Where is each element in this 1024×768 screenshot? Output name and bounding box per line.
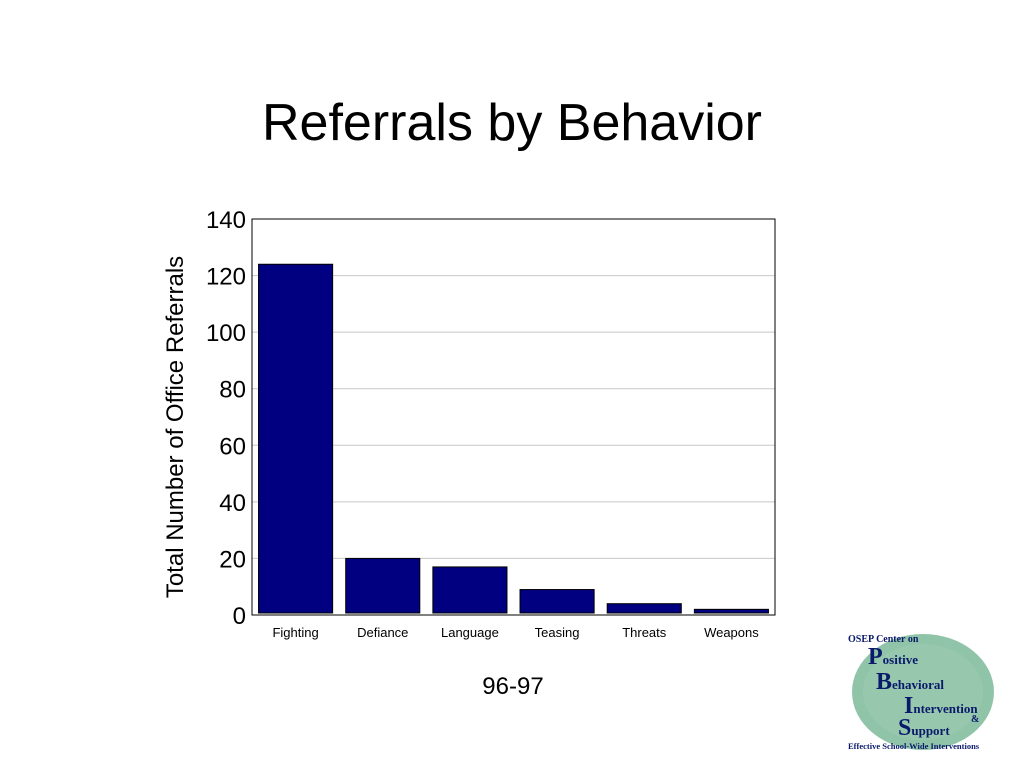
bars [258, 263, 769, 614]
x-tick-label: Teasing [535, 625, 580, 640]
bar-fighting [258, 263, 334, 614]
y-tick-label: 80 [219, 377, 246, 404]
y-axis-label: Total Number of Office Referrals [162, 256, 189, 598]
plot-frame [251, 218, 776, 616]
x-tick-label: Threats [622, 625, 667, 640]
x-tick-label: Fighting [272, 625, 318, 640]
logo-emblem [852, 634, 994, 750]
logo-line-behavioral: Behavioral [876, 669, 945, 695]
y-tick-label: 20 [219, 546, 246, 573]
logo-ampersand: & [971, 714, 980, 725]
pbis-logo: OSEP Center on Positive Behavioral Inter… [838, 632, 1010, 754]
y-tick-label: 0 [233, 603, 246, 630]
logo-line-support: Support [898, 715, 950, 741]
y-tick-label: 140 [206, 207, 246, 234]
y-tick-label: 120 [206, 264, 246, 291]
x-axis-ticks: Fighting Defiance Language Teasing Threats We… [272, 625, 759, 640]
grid-lines [252, 275, 775, 559]
bar-teasing [519, 589, 595, 614]
x-tick-label: Language [441, 625, 499, 640]
logo-header: OSEP Center on [848, 634, 919, 645]
bar-weapons [693, 608, 769, 614]
y-axis-ticks: 0 20 40 60 80 100 120 140 [206, 207, 246, 630]
x-tick-label: Defiance [357, 625, 408, 640]
y-tick-label: 40 [219, 490, 246, 517]
y-tick-label: 60 [219, 433, 246, 460]
x-axis-label: 96-97 [482, 673, 543, 700]
bar-defiance [345, 557, 421, 614]
slide-title: Referrals by Behavior [262, 94, 762, 152]
x-tick-label: Weapons [704, 625, 759, 640]
logo-line-positive: Positive [868, 644, 919, 670]
bar-language [432, 566, 508, 614]
y-tick-label: 100 [206, 320, 246, 347]
logo-line-intervention: Intervention [904, 693, 978, 719]
bar-threats [606, 603, 682, 614]
logo-footer: Effective School-Wide Interventions [848, 741, 980, 751]
